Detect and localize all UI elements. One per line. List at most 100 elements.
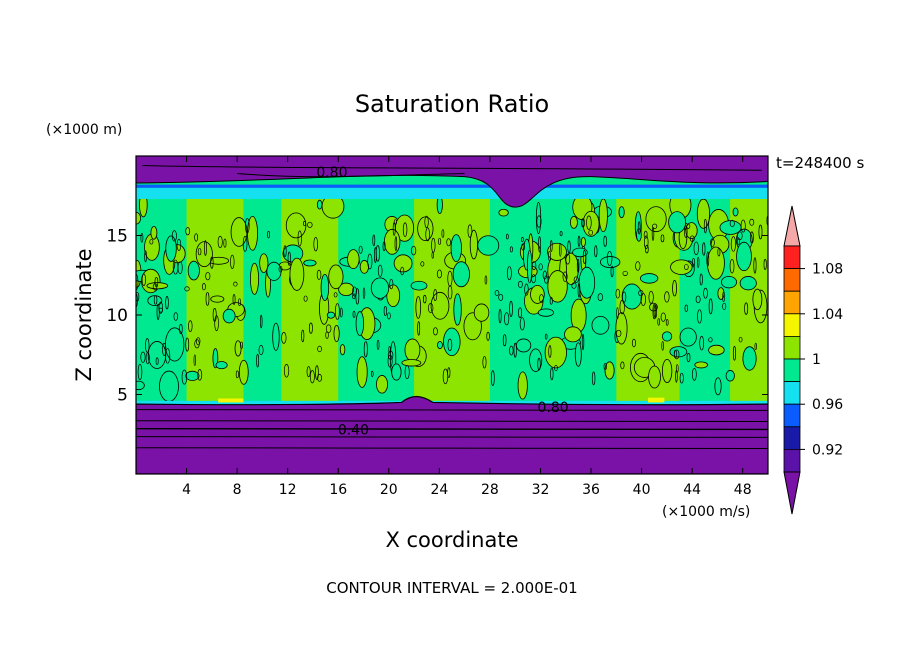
contour-filament [517, 280, 523, 288]
contour-filament [506, 266, 512, 281]
contour-filament [158, 307, 164, 313]
contour-filament [537, 357, 541, 371]
contour-filament [417, 321, 421, 336]
contour-filament [394, 236, 398, 251]
contour-filament [235, 370, 239, 379]
contour-filament [498, 308, 502, 324]
contour-filament [536, 215, 542, 228]
contour-filament [554, 365, 558, 371]
x-tick-label: 48 [734, 482, 752, 498]
contour-cell [564, 326, 582, 343]
contour-cell [648, 365, 661, 389]
contour-cell [195, 241, 213, 268]
contour-filament [382, 241, 386, 252]
contour-filament [660, 234, 665, 243]
contour-filament [370, 370, 374, 377]
contour-filament [758, 224, 763, 240]
contour-cell [210, 295, 225, 303]
contour-filament [686, 223, 691, 229]
contour-cell [469, 229, 478, 260]
contour-filament [287, 251, 291, 266]
contour-filament [586, 215, 592, 230]
contour-cell [347, 249, 360, 270]
x-tick-label: 36 [582, 482, 600, 498]
contour-filament [567, 240, 571, 254]
contour-filament [697, 257, 700, 269]
contour-filament [447, 367, 451, 379]
contour-cell [732, 207, 739, 217]
contour-cell [450, 234, 462, 263]
contour-filament [738, 336, 743, 343]
contour-filament [179, 323, 183, 335]
contour-filament [387, 312, 391, 320]
contour-cell [328, 264, 344, 290]
contour-cell [303, 259, 317, 267]
contour-line [136, 420, 768, 423]
contour-cell [164, 327, 185, 362]
contour-filament [513, 342, 517, 358]
contour-filament [484, 275, 488, 285]
contour-filament [400, 266, 405, 276]
y-tick-label: 5 [117, 386, 128, 406]
contour-cell [739, 276, 757, 291]
contour-cell [159, 370, 179, 402]
contour-cell [736, 241, 752, 272]
contour-filament [754, 342, 757, 350]
contour-filament [205, 271, 211, 281]
contour-filament [518, 307, 522, 319]
contour-filament [230, 254, 235, 269]
contour-cell [636, 228, 642, 242]
contour-cell [615, 312, 628, 345]
contour-filament [693, 241, 699, 256]
contour-cell [661, 358, 673, 383]
colorbar-band [783, 448, 801, 473]
contour-filament [436, 269, 442, 279]
contour-filament [144, 250, 147, 263]
contour-filament [303, 295, 308, 302]
contour-filament [482, 356, 487, 369]
contour-filament [644, 235, 649, 250]
contour-filament [165, 296, 169, 310]
contour-cell [645, 206, 667, 233]
contour-filament [334, 303, 340, 320]
contour-filament [582, 250, 587, 264]
contour-cell [356, 356, 368, 388]
contour-filament [524, 283, 529, 296]
contour-line [136, 436, 768, 438]
contour-cell [668, 211, 687, 234]
contour-cell [574, 342, 582, 367]
contour-filament [577, 235, 581, 247]
contour-filament [559, 243, 562, 257]
contour-cell [339, 344, 346, 356]
contour-cell [537, 308, 554, 317]
contour-cell [725, 370, 735, 382]
contour-filament [689, 235, 695, 242]
contour-filament [283, 364, 290, 378]
contour-cell [580, 236, 586, 247]
contour-cell [187, 260, 200, 281]
contour-filament [661, 341, 664, 351]
x-axis: 4 8 12 16 20 24 28 32 36 40 44 48 [182, 156, 752, 498]
contour-filament [603, 235, 607, 247]
contour-filament [673, 349, 678, 359]
contour-cell [333, 324, 340, 343]
contour-filament [486, 331, 490, 341]
contour-filament [594, 245, 598, 258]
contour-cell [498, 208, 509, 217]
contour-filament [732, 345, 736, 361]
colorbar-tick-label: 1.08 [812, 262, 843, 278]
contour-filament [201, 283, 206, 291]
contour-cell [150, 226, 158, 240]
contour-filament [643, 230, 648, 239]
contour-cell [417, 216, 434, 242]
contour-filament [424, 215, 429, 229]
contour-filament [197, 248, 202, 256]
contour-filament [301, 329, 305, 343]
contour-filament [703, 287, 708, 299]
contour-filament [648, 290, 654, 304]
contour-filament [194, 339, 200, 349]
lower-dry-layer [136, 395, 768, 474]
contour-cell [604, 361, 615, 380]
contour-filament [494, 290, 500, 296]
